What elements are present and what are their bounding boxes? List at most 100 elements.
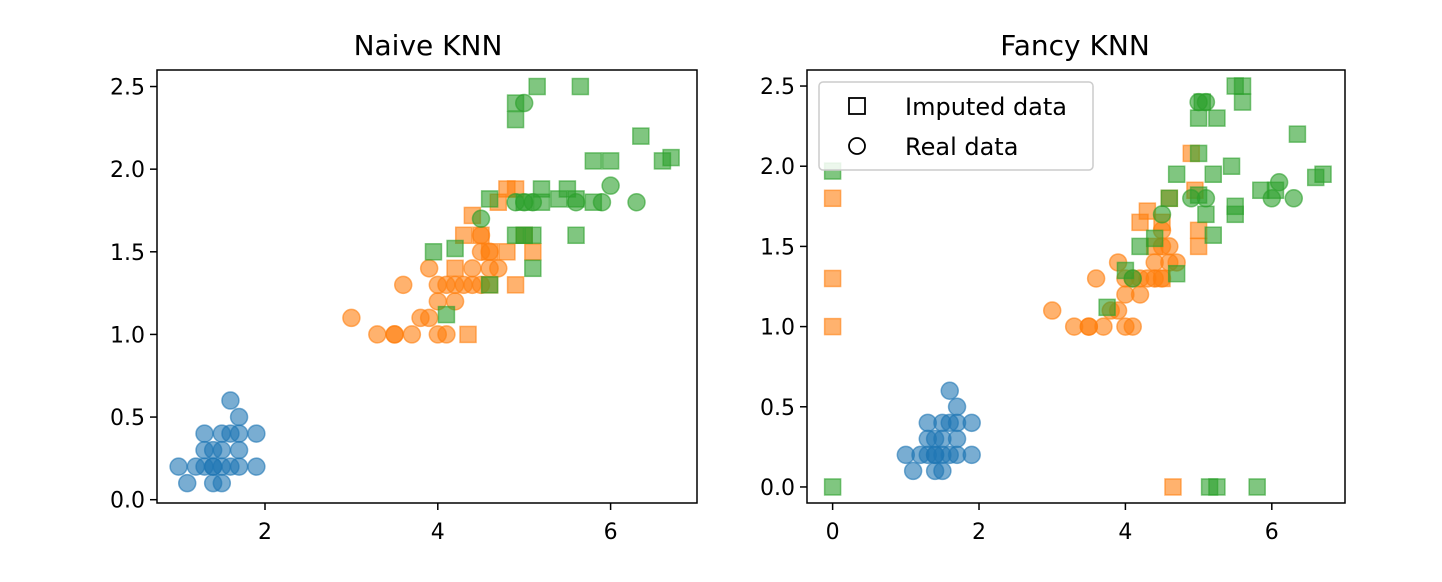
data-point-circle (471, 209, 491, 228)
data-point-circle (437, 325, 456, 344)
data-point-square (459, 325, 477, 344)
data-point-square (1204, 165, 1222, 183)
data-point-circle (342, 308, 361, 328)
data-point-circle (947, 397, 967, 417)
panel-fancy-knn: Fancy KNN 0 2 4 6 0.0 0.5 1.0 1.5 2.0 2.5 Imputed … (760, 29, 1346, 545)
data-point-square (1116, 261, 1135, 280)
y-tick-label: 2.5 (110, 76, 145, 101)
data-point-circle (489, 259, 508, 278)
data-point-square (1314, 165, 1332, 183)
data-point-circle (627, 192, 646, 212)
data-point-circle (1086, 269, 1106, 288)
data-point-square (506, 94, 525, 112)
panel-naive-knn: Naive KNN 2 4 6 0.0 0.5 1.0 1.5 2.0 2.5 (110, 29, 698, 545)
data-point-circle (601, 176, 620, 195)
data-point-square (480, 190, 499, 208)
data-point-square (1208, 478, 1226, 496)
data-point-circle (962, 445, 981, 465)
legend-square-marker (848, 97, 866, 115)
data-point-circle (212, 473, 232, 493)
data-point-circle (940, 381, 959, 400)
data-point-circle (195, 424, 214, 443)
y-tick-label: 0.5 (760, 396, 795, 421)
data-point-square (567, 190, 585, 208)
x-tick-label: 6 (604, 520, 618, 545)
data-point-circle (402, 325, 422, 344)
data-point-circle (229, 407, 249, 427)
data-point-square (1131, 237, 1149, 256)
data-point-square (498, 243, 516, 261)
legend-circle-marker (848, 137, 866, 155)
data-point-square (1138, 202, 1157, 220)
data-point-square (446, 239, 464, 258)
x-tick-label: 0 (826, 520, 840, 545)
data-point-square (424, 243, 443, 261)
data-point-circle (229, 440, 249, 460)
data-point-square (571, 77, 590, 96)
data-point-square (1226, 205, 1244, 224)
data-point-square (1189, 186, 1208, 204)
data-point-circle (419, 308, 439, 328)
data-point-square (532, 193, 551, 211)
legend: Imputed data Real data (818, 81, 1094, 171)
data-point-circle (933, 429, 952, 449)
data-point-square (506, 110, 525, 129)
data-point-circle (903, 461, 923, 481)
data-point-square (1189, 109, 1208, 127)
data-point-circle (247, 457, 266, 476)
data-point-circle (203, 457, 223, 476)
data-point-square (584, 193, 603, 211)
data-point-square (524, 226, 542, 245)
y-tick-label: 1.0 (110, 323, 145, 348)
data-point-circle (1123, 317, 1142, 336)
data-point-square (1208, 109, 1226, 127)
data-point-square (480, 243, 499, 261)
data-point-square (823, 189, 842, 208)
y-tick-label: 0.0 (760, 476, 795, 501)
data-point-circle (962, 413, 981, 433)
data-point-square (601, 152, 620, 170)
y-tick-label: 1.0 (760, 316, 795, 341)
data-point-circle (229, 424, 249, 443)
data-point-circle (1284, 189, 1304, 208)
data-point-square (1167, 264, 1186, 283)
data-marks (823, 77, 1332, 496)
data-point-square (1164, 478, 1182, 496)
y-tick-label: 2.0 (110, 158, 145, 183)
data-marks (169, 77, 680, 493)
data-point-square (1252, 181, 1270, 200)
data-point-circle (1042, 301, 1062, 320)
data-point-circle (247, 424, 266, 443)
legend-label: Real data (905, 133, 1018, 161)
data-point-circle (1152, 205, 1172, 224)
data-point-square (1204, 226, 1222, 244)
data-point-square (567, 226, 585, 245)
x-tick-label: 4 (431, 520, 445, 545)
data-point-square (1248, 478, 1266, 496)
data-point-circle (169, 457, 188, 476)
data-point-circle (933, 461, 952, 481)
data-point-square (1167, 165, 1186, 183)
y-tick-label: 2.5 (760, 75, 795, 100)
data-point-square (1233, 77, 1252, 95)
data-point-square (584, 152, 603, 170)
data-point-square (528, 77, 546, 96)
data-point-square (524, 243, 542, 261)
data-point-square (1189, 144, 1208, 163)
data-point-square (1197, 205, 1215, 224)
legend-box (818, 81, 1094, 171)
data-point-square (437, 305, 456, 324)
y-tick-label: 2.0 (760, 155, 795, 180)
data-point-square (506, 276, 525, 294)
data-point-square (632, 127, 650, 145)
data-point-circle (177, 473, 197, 493)
legend-label: Imputed data (905, 93, 1067, 121)
data-point-square (823, 269, 842, 288)
data-point-square (823, 317, 842, 336)
data-point-circle (1130, 285, 1150, 304)
data-point-square (1153, 269, 1171, 288)
y-tick-label: 0.5 (110, 406, 145, 431)
data-point-circle (221, 391, 240, 410)
data-point-square (1222, 157, 1241, 175)
